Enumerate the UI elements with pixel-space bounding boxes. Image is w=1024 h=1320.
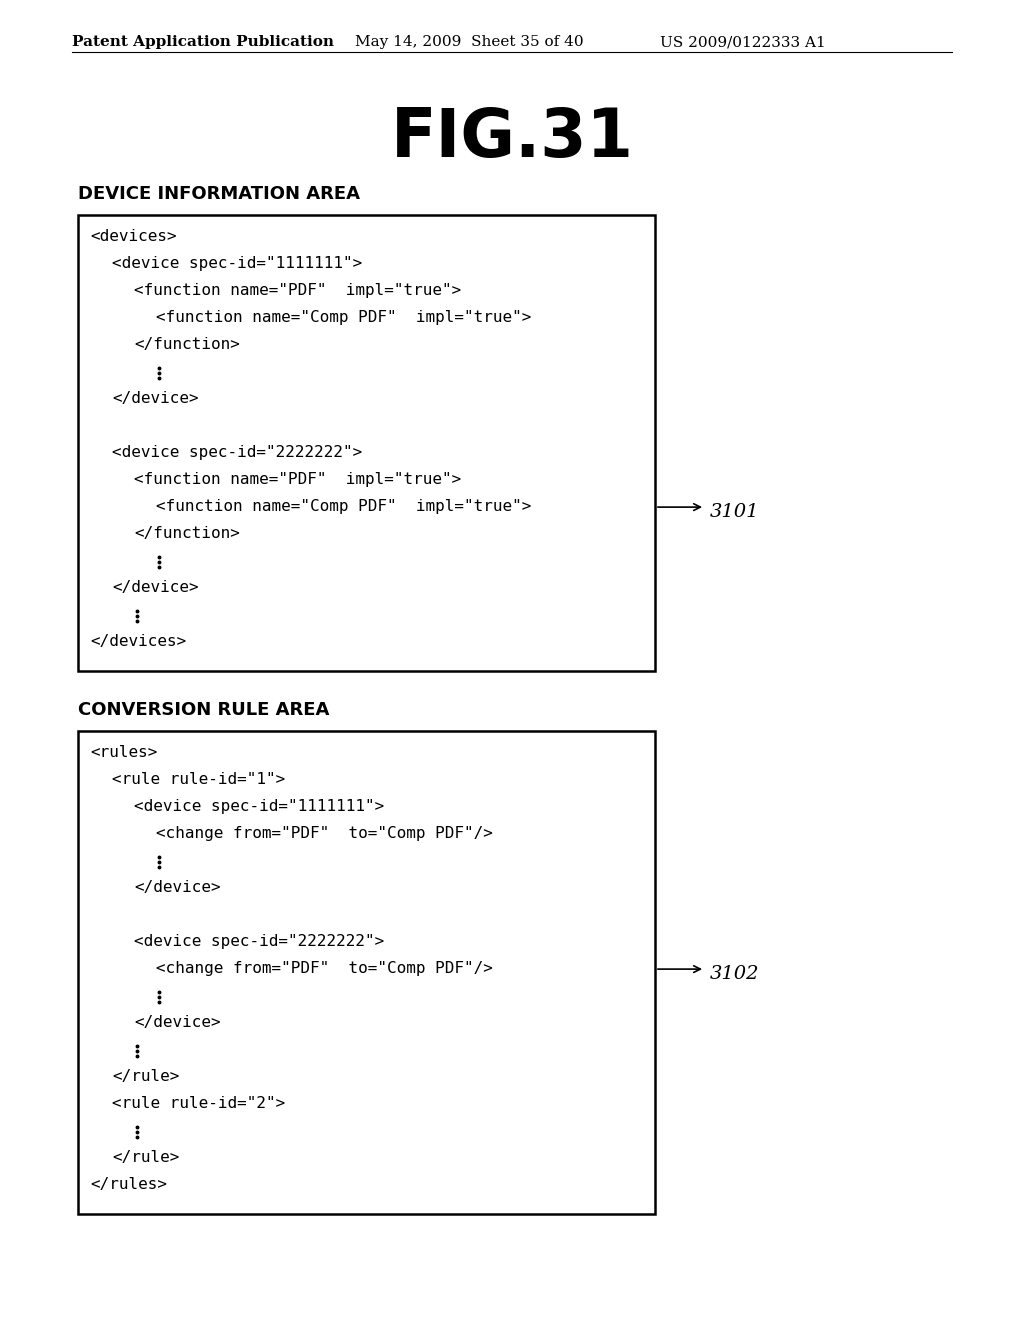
Text: <function name="PDF"  impl="true">: <function name="PDF" impl="true"> <box>134 282 461 298</box>
Text: 3101: 3101 <box>710 503 760 521</box>
Text: May 14, 2009  Sheet 35 of 40: May 14, 2009 Sheet 35 of 40 <box>355 36 584 49</box>
Text: <device spec-id="2222222">: <device spec-id="2222222"> <box>134 935 384 949</box>
Text: <change from="PDF"  to="Comp PDF"/>: <change from="PDF" to="Comp PDF"/> <box>156 826 493 841</box>
Text: </rules>: </rules> <box>90 1177 167 1192</box>
Text: <device spec-id="1111111">: <device spec-id="1111111"> <box>134 799 384 814</box>
Text: </function>: </function> <box>134 337 240 352</box>
Text: <function name="Comp PDF"  impl="true">: <function name="Comp PDF" impl="true"> <box>156 310 531 325</box>
Text: FIG.31: FIG.31 <box>390 106 634 172</box>
Bar <box>78 215 655 671</box>
Text: </device>: </device> <box>112 391 199 407</box>
Text: <rules>: <rules> <box>90 744 158 760</box>
Text: <function name="Comp PDF"  impl="true">: <function name="Comp PDF" impl="true"> <box>156 499 531 513</box>
Text: <devices>: <devices> <box>90 228 176 244</box>
Text: </function>: </function> <box>134 525 240 541</box>
Text: US 2009/0122333 A1: US 2009/0122333 A1 <box>660 36 825 49</box>
Text: <rule rule-id="2">: <rule rule-id="2"> <box>112 1096 286 1111</box>
Bar <box>78 731 655 1214</box>
Text: </rule>: </rule> <box>112 1150 179 1166</box>
Text: CONVERSION RULE AREA: CONVERSION RULE AREA <box>78 701 330 719</box>
Text: <change from="PDF"  to="Comp PDF"/>: <change from="PDF" to="Comp PDF"/> <box>156 961 493 975</box>
Text: <device spec-id="2222222">: <device spec-id="2222222"> <box>112 445 362 459</box>
Text: Patent Application Publication: Patent Application Publication <box>72 36 334 49</box>
Text: </device>: </device> <box>134 1015 220 1030</box>
Text: DEVICE INFORMATION AREA: DEVICE INFORMATION AREA <box>78 185 360 203</box>
Text: </device>: </device> <box>134 880 220 895</box>
Text: <rule rule-id="1">: <rule rule-id="1"> <box>112 772 286 787</box>
Text: </devices>: </devices> <box>90 634 186 649</box>
Text: <function name="PDF"  impl="true">: <function name="PDF" impl="true"> <box>134 473 461 487</box>
Text: <device spec-id="1111111">: <device spec-id="1111111"> <box>112 256 362 271</box>
Text: </device>: </device> <box>112 579 199 595</box>
Text: 3102: 3102 <box>710 965 760 983</box>
Text: </rule>: </rule> <box>112 1069 179 1084</box>
